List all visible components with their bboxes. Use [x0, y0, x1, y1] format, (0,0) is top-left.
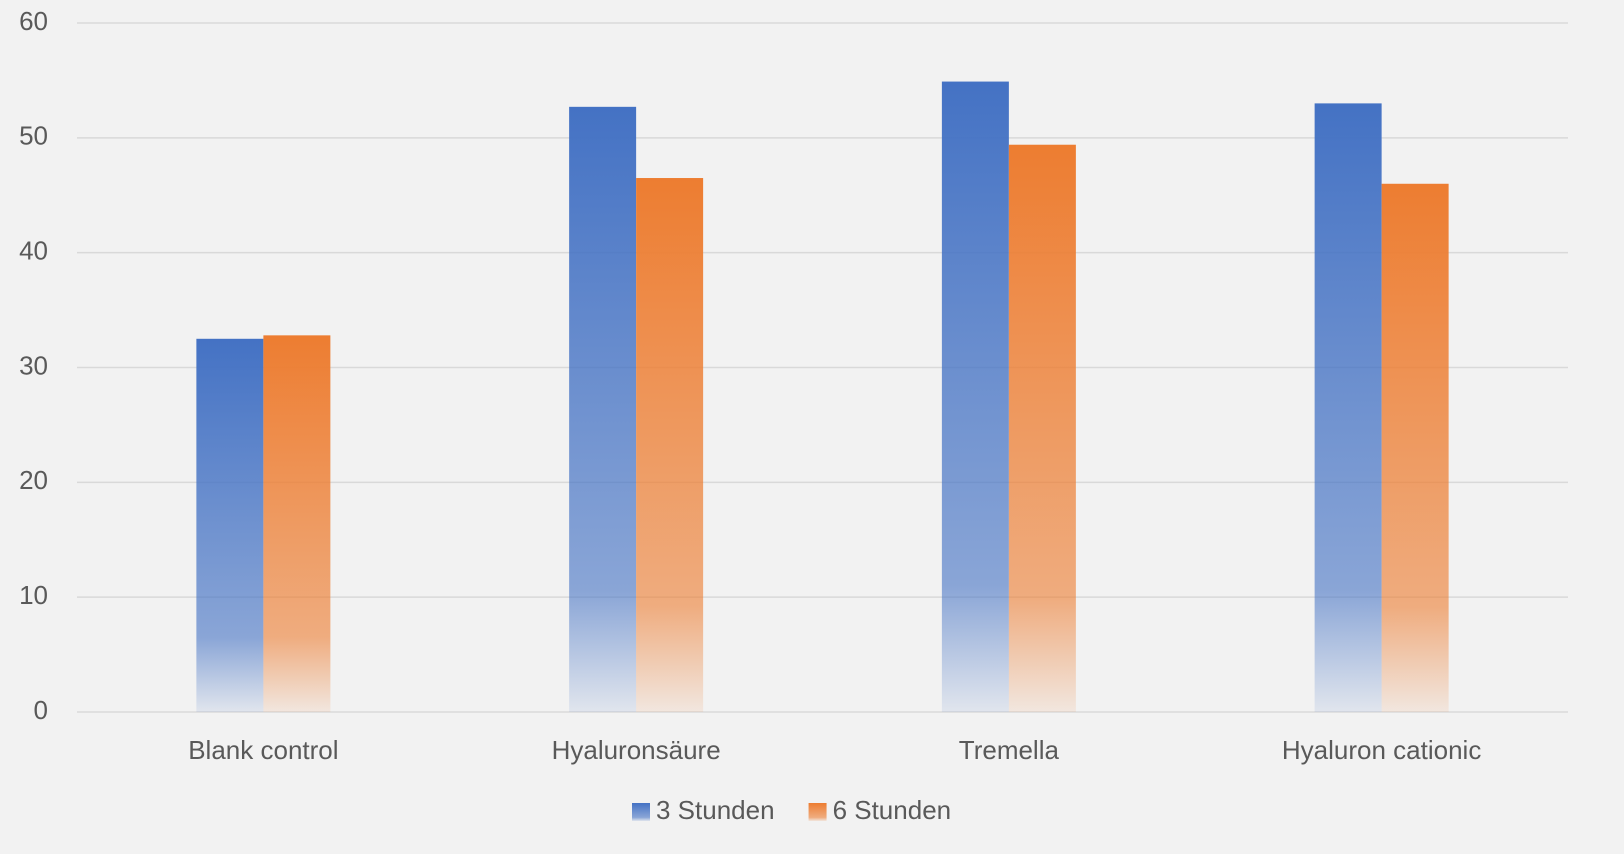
y-tick-label: 0 — [34, 695, 48, 725]
y-tick-label: 10 — [19, 580, 48, 610]
legend-label: 3 Stunden — [656, 795, 775, 825]
x-tick-label: Blank control — [188, 735, 338, 765]
bar — [196, 338, 264, 712]
bar — [263, 335, 331, 712]
bar — [1381, 183, 1449, 712]
x-tick-label: Hyaluronsäure — [552, 735, 721, 765]
bar — [1008, 144, 1076, 712]
y-tick-label: 60 — [19, 6, 48, 36]
legend-swatch — [808, 803, 827, 821]
y-tick-label: 20 — [19, 465, 48, 495]
bar — [1314, 103, 1382, 713]
legend-label: 6 Stunden — [833, 795, 952, 825]
y-tick-label: 40 — [19, 236, 48, 266]
bar — [636, 178, 704, 712]
bar — [569, 106, 637, 713]
legend: 3 Stunden 6 Stunden — [632, 795, 951, 825]
x-tick-label: Hyaluron cationic — [1282, 735, 1481, 765]
y-tick-label: 50 — [19, 121, 48, 151]
bar — [941, 81, 1009, 712]
y-tick-label: 30 — [19, 350, 48, 380]
x-tick-label: Tremella — [959, 735, 1060, 765]
legend-swatch — [632, 803, 650, 821]
